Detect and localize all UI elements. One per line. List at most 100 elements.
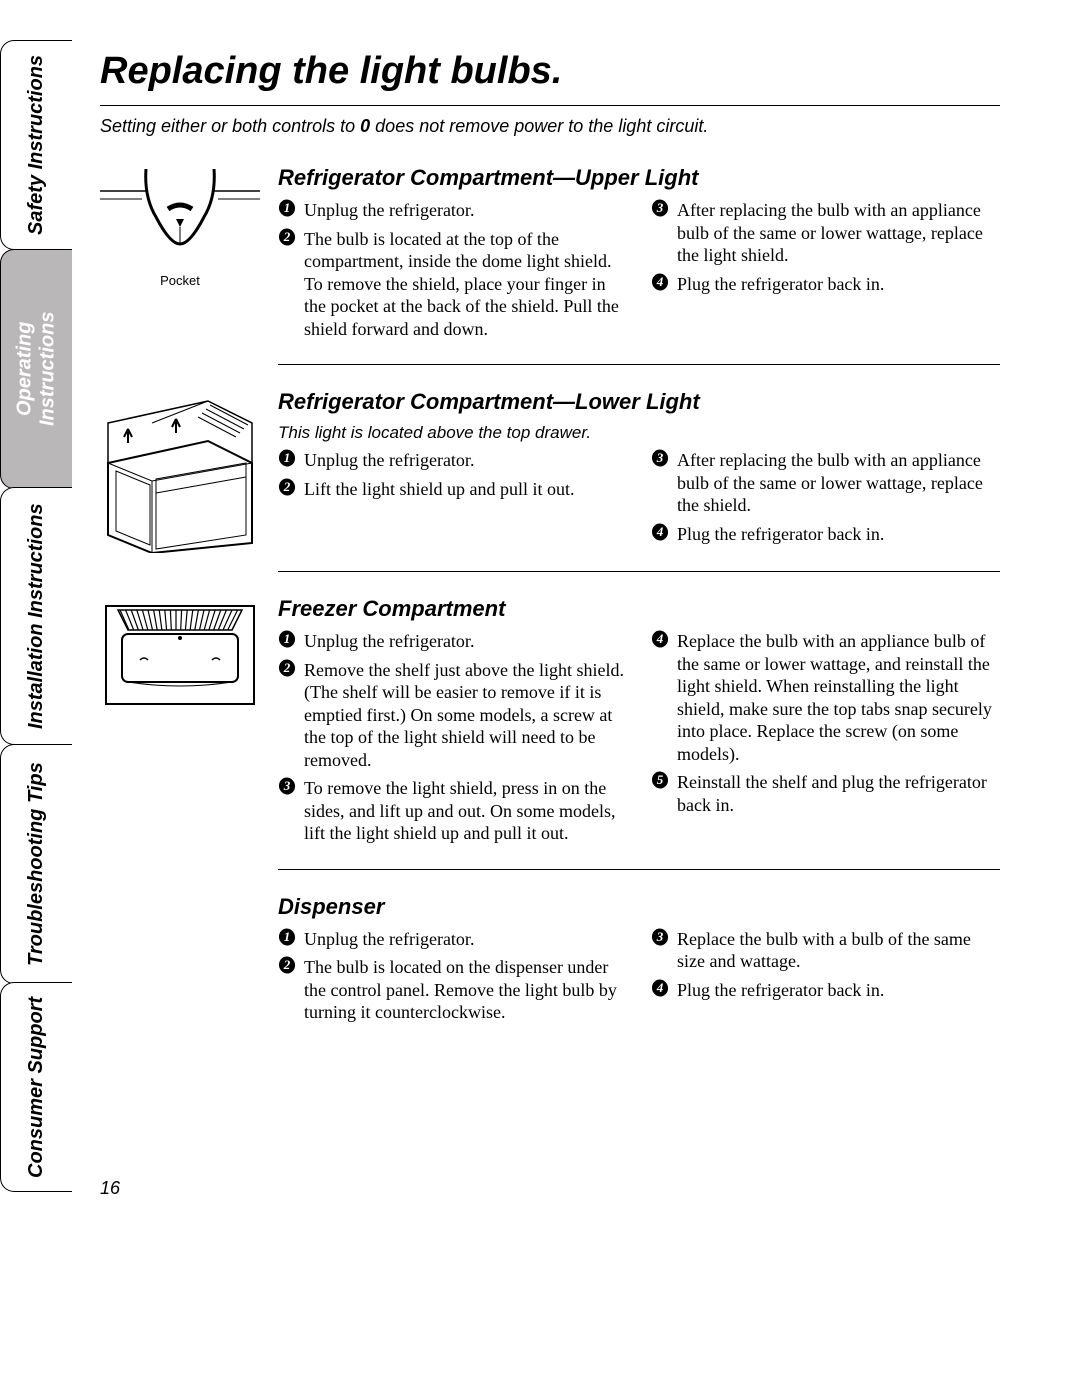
step-text: Plug the refrigerator back in. [677,979,884,1002]
section-heading: Refrigerator Compartment—Lower Light [278,389,1000,415]
step-text: Reinstall the shelf and plug the refrige… [677,771,1000,816]
step: 1 Unplug the refrigerator. [278,449,627,472]
svg-text:2: 2 [283,660,291,675]
step: 4 Replace the bulb with an appliance bulb… [651,630,1000,765]
svg-text:3: 3 [656,929,664,944]
step-num-icon: 5 [651,771,669,816]
step: 1 Unplug the refrigerator. [278,928,627,951]
right-col: 3After replacing the bulb with an applia… [651,449,1000,551]
step-num-icon: 4 [651,979,669,1002]
section-subnote: This light is located above the top draw… [278,423,1000,443]
side-tab[interactable]: Safety Instructions [0,40,72,250]
svg-text:2: 2 [283,957,291,972]
step: 2 Lift the light shield up and pull it ou… [278,478,627,501]
left-col: 1 Unplug the refrigerator. 2 Remove the she… [278,630,627,851]
side-tab[interactable]: Troubleshooting Tips [0,744,72,984]
section-heading: Dispenser [278,894,1000,920]
section: Freezer Compartment 1 Unplug the refrigera… [100,596,1000,851]
page-content: Replacing the light bulbs. Setting eithe… [100,50,1000,1036]
step: 3 To remove the light shield, press in on… [278,777,627,845]
left-col: 1 Unplug the refrigerator. 2 The bulb is lo… [278,199,627,346]
step-num-icon: 3 [278,777,296,845]
step: 3After replacing the bulb with an applia… [651,449,1000,517]
svg-text:2: 2 [283,479,291,494]
section-heading: Refrigerator Compartment—Upper Light [278,165,1000,191]
step-num-icon: 1 [278,630,296,653]
section: Refrigerator Compartment—Lower Light This… [100,389,1000,553]
step: 2 The bulb is located at the top of the c… [278,228,627,341]
step-text: Plug the refrigerator back in. [677,523,884,546]
illus-label: Pocket [100,273,260,288]
step-text: To remove the light shield, press in on … [304,777,627,845]
svg-text:3: 3 [656,200,664,215]
step: 3 After replacing the bulb with an applia… [651,199,1000,267]
svg-text:4: 4 [656,980,664,995]
step: 4 Plug the refrigerator back in. [651,273,1000,296]
svg-text:4: 4 [656,274,664,289]
section-illustration: Pocket [100,165,260,346]
svg-text:1: 1 [284,450,291,465]
step: 4 Plug the refrigerator back in. [651,523,1000,546]
step: 1 Unplug the refrigerator. [278,630,627,653]
section: Dispenser 1 Unplug the refrigerator. 2 The b… [100,894,1000,1030]
section-illustration [100,596,260,851]
section-heading: Freezer Compartment [278,596,1000,622]
step-num-icon: 4 [651,523,669,546]
svg-text:1: 1 [284,929,291,944]
step-text: Plug the refrigerator back in. [677,273,884,296]
right-col: 3 Replace the bulb with a bulb of the sam… [651,928,1000,1030]
page-note: Setting either or both controls to 0 doe… [100,116,1000,137]
step-text: After replacing the bulb with an applian… [677,199,1000,267]
step-num-icon: 1 [278,449,296,472]
section: Pocket Refrigerator Compartment—Upper Lig… [100,165,1000,346]
step-text: Unplug the refrigerator. [304,449,474,472]
step: 2 The bulb is located on the dispenser un… [278,956,627,1024]
svg-text:3: 3 [283,778,291,793]
title-rule [100,105,1000,106]
step-text: Unplug the refrigerator. [304,630,474,653]
section-illustration [100,389,260,553]
step-text: Replace the bulb with an appliance bulb … [677,630,1000,765]
page-title: Replacing the light bulbs. [100,50,1000,93]
step-num-icon: 3 [651,199,669,267]
section-divider [278,571,1000,572]
svg-text:4: 4 [656,524,664,539]
side-tab[interactable]: Installation Instructions [0,487,72,745]
section-body: Freezer Compartment 1 Unplug the refrigera… [278,596,1000,851]
side-tab[interactable]: Consumer Support [0,982,72,1192]
step-num-icon: 2 [278,956,296,1024]
step-num-icon: 1 [278,928,296,951]
side-tab[interactable]: Operating Instructions [0,249,72,489]
step-num-icon: 4 [651,273,669,296]
svg-text:4: 4 [656,631,664,646]
step-text: Remove the shelf just above the light sh… [304,659,627,772]
right-col: 3 After replacing the bulb with an applia… [651,199,1000,346]
step: 4 Plug the refrigerator back in. [651,979,1000,1002]
section-body: Refrigerator Compartment—Lower Light This… [278,389,1000,553]
step-text: After replacing the bulb with an applian… [677,449,1000,517]
step-text: The bulb is located on the dispenser und… [304,956,627,1024]
svg-text:1: 1 [284,631,291,646]
right-col: 4 Replace the bulb with an appliance bulb… [651,630,1000,851]
step-text: The bulb is located at the top of the co… [304,228,627,341]
step-text: Unplug the refrigerator. [304,928,474,951]
step-num-icon: 2 [278,228,296,341]
step: 2 Remove the shelf just above the light s… [278,659,627,772]
step-text: Replace the bulb with a bulb of the same… [677,928,1000,973]
step-num-icon: 2 [278,659,296,772]
step: 5 Reinstall the shelf and plug the refrig… [651,771,1000,816]
step-num-icon: 1 [278,199,296,222]
step-num-icon: 2 [278,478,296,501]
step-text: Unplug the refrigerator. [304,199,474,222]
svg-text:2: 2 [283,229,291,244]
step-num-icon: 3 [651,928,669,973]
section-divider [278,869,1000,870]
svg-text:5: 5 [657,772,664,787]
side-tabs: Safety InstructionsOperating Instruction… [0,40,72,1220]
page-number: 16 [100,1178,120,1199]
section-body: Dispenser 1 Unplug the refrigerator. 2 The b… [278,894,1000,1030]
step-text: Lift the light shield up and pull it out… [304,478,574,501]
step: 1 Unplug the refrigerator. [278,199,627,222]
left-col: 1 Unplug the refrigerator. 2 The bulb is lo… [278,928,627,1030]
step: 3 Replace the bulb with a bulb of the sam… [651,928,1000,973]
